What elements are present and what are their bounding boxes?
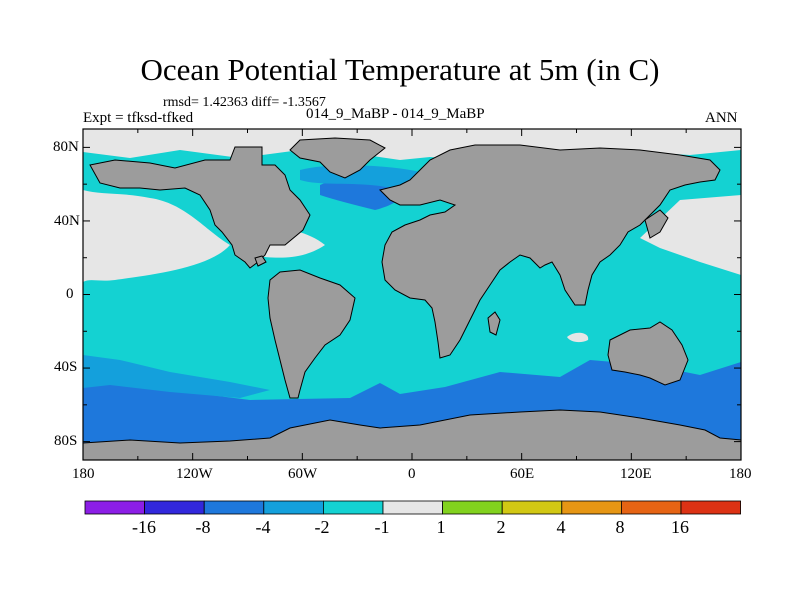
lon-tick-label: 120W (176, 466, 213, 482)
colorbar-box (322, 500, 384, 515)
colorbar-box (382, 500, 443, 515)
lon-tick-label: 60E (510, 466, 535, 482)
axis-ticks (82, 129, 742, 460)
colorbar-label: 16 (671, 517, 689, 537)
madagascar (487, 311, 501, 336)
greenland (289, 137, 386, 179)
colorbar-box (621, 500, 682, 515)
north-pacific-neutral-zone (83, 190, 230, 282)
colorbar (84, 500, 741, 515)
australia (607, 321, 689, 386)
colorbar-label: -4 (255, 517, 271, 537)
lon-tick-label: 60W (288, 466, 318, 482)
lon-tick-label: 180 (729, 466, 752, 482)
colorbar-label: -2 (314, 517, 330, 537)
lat-tick-label: 80S (54, 433, 78, 449)
lon-tick-label: 0 (408, 466, 416, 482)
case-label: 014_9_MaBP - 014_9_MaBP (306, 106, 485, 122)
south-america (267, 269, 356, 399)
colorbar-box (442, 500, 503, 515)
lat-tick-label: 40N (54, 213, 80, 229)
colorbar-box (561, 500, 622, 515)
colorbar-box (501, 500, 563, 515)
colorbar-label: 1 (436, 517, 446, 537)
indian-ocean-neutral-spot (567, 332, 589, 343)
colorbar-box (680, 500, 741, 515)
north-america (89, 146, 311, 269)
lon-tick-label: 120E (620, 466, 652, 482)
lon-tick-label: 180 (72, 466, 95, 482)
lat-tick-label: 80N (53, 139, 79, 155)
colorbar-box (84, 500, 145, 515)
land-masses (82, 137, 742, 461)
east-asia-islands (644, 209, 669, 239)
colorbar-box (144, 500, 205, 515)
colorbar-label: -1 (374, 517, 390, 537)
lat-tick-label: 40S (54, 359, 78, 375)
southern-ocean-mid-band (83, 355, 270, 398)
season-label: ANN (705, 110, 738, 126)
colorbar-label: 8 (615, 517, 625, 537)
caribbean-islands (254, 255, 267, 267)
colorbar-label: 2 (496, 517, 506, 537)
colorbar-label: -8 (195, 517, 211, 537)
colorbar-box (263, 500, 324, 515)
colorbar-box (203, 500, 265, 515)
colorbar-label: -16 (132, 517, 156, 537)
eurasia-africa (379, 144, 721, 359)
antarctica (82, 409, 742, 461)
colorbar-label: 4 (556, 517, 566, 537)
stats-label: rmsd= 1.42363 diff= -1.3567 (163, 95, 326, 110)
experiment-label: Expt = tfksd-tfked (83, 110, 194, 126)
plot-title: Ocean Potential Temperature at 5m (in C) (140, 52, 660, 87)
lat-tick-label: 0 (66, 286, 74, 302)
